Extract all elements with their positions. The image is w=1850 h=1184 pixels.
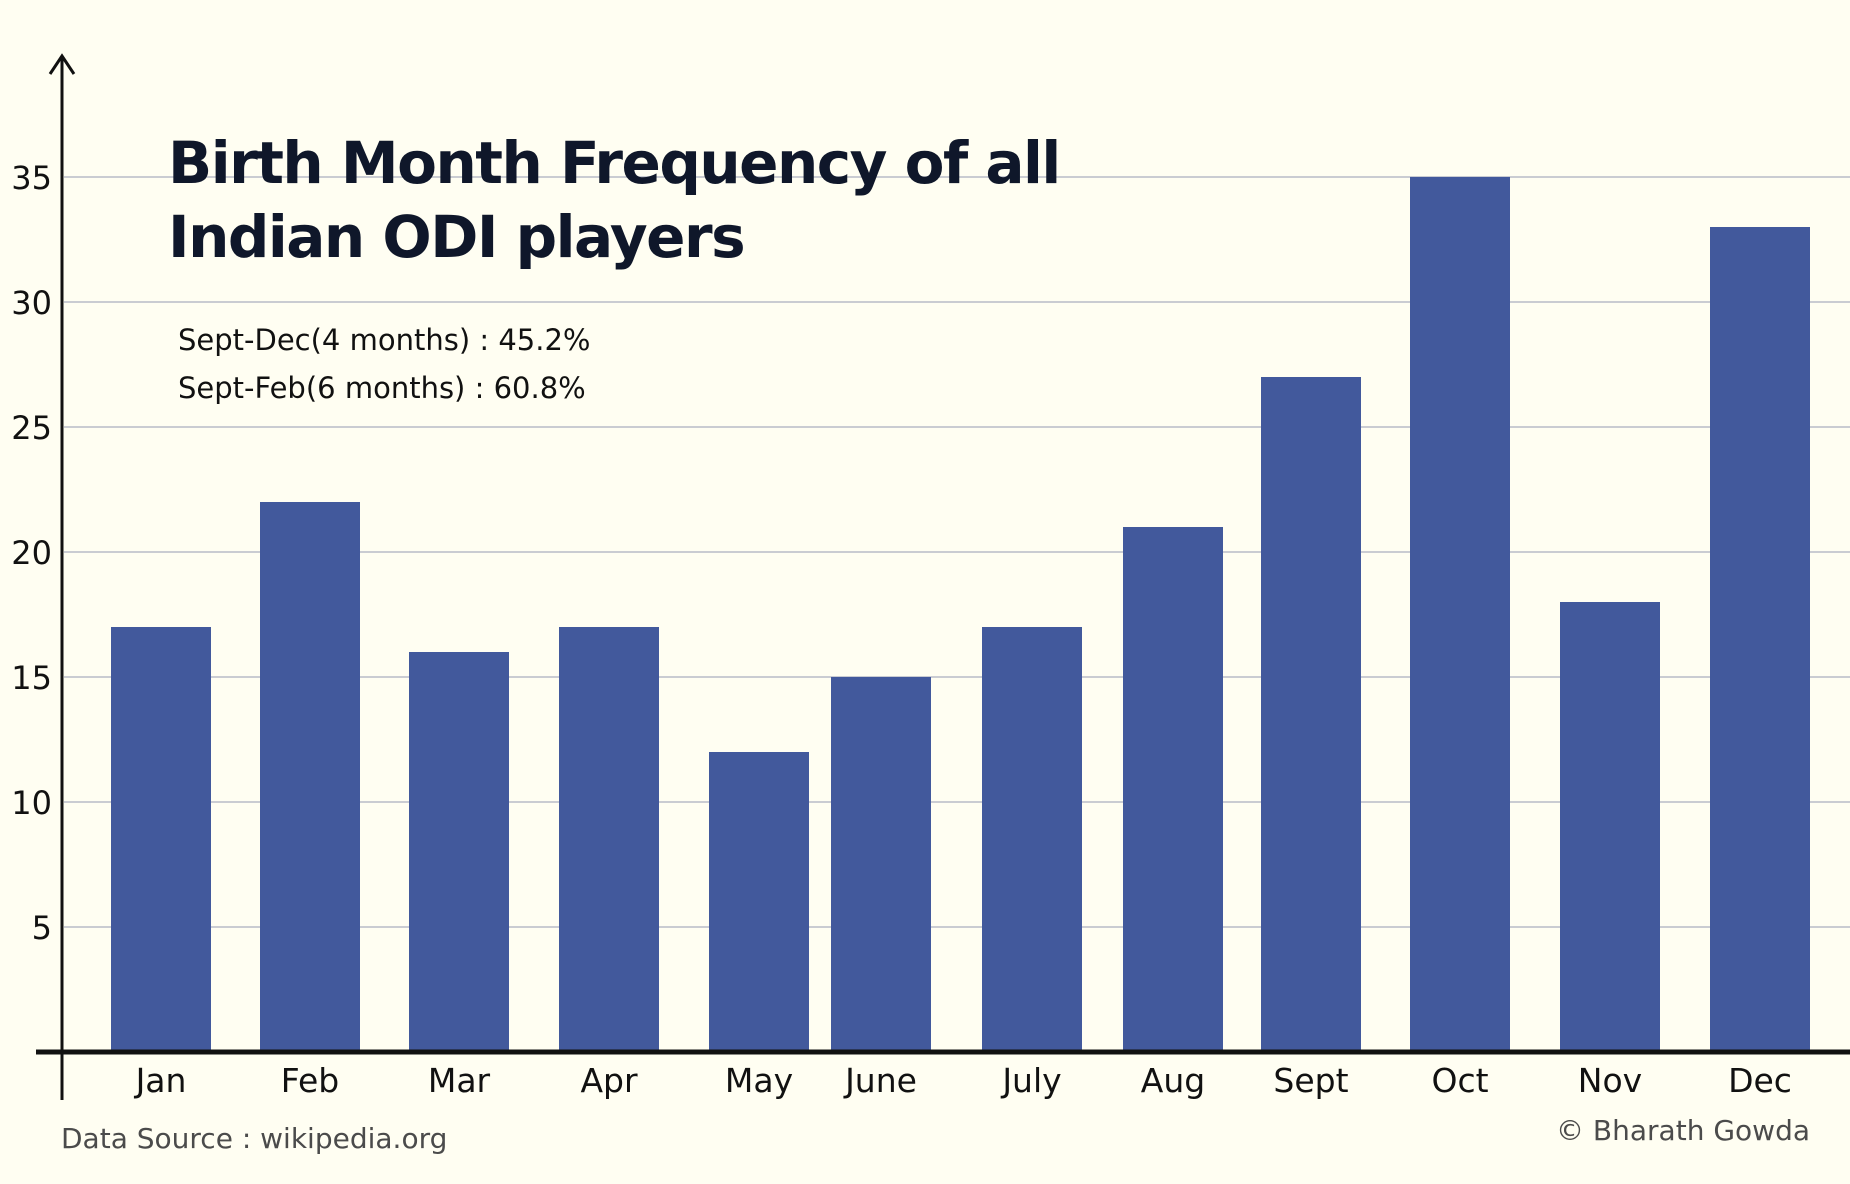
bar-may [709, 752, 809, 1052]
summary-notes: Sept-Dec(4 months) : 45.2% Sept-Feb(6 mo… [178, 316, 590, 412]
chart-title: Birth Month Frequency of all Indian ODI … [168, 129, 1061, 271]
bars [111, 177, 1810, 1052]
axes [36, 53, 1850, 1100]
y-axis-arrow-icon [48, 53, 76, 75]
x-tick-label: Dec [1728, 1061, 1792, 1100]
bar-june [831, 677, 931, 1052]
y-tick-label: 10 [11, 784, 52, 822]
bar-aug [1123, 527, 1223, 1052]
note-sept-feb: Sept-Feb(6 months) : 60.8% [178, 371, 586, 405]
bar-dec [1710, 227, 1810, 1052]
y-tick-label: 30 [11, 284, 52, 322]
bar-apr [559, 627, 659, 1052]
bar-july [982, 627, 1082, 1052]
note-sept-dec: Sept-Dec(4 months) : 45.2% [178, 323, 591, 357]
bar-jan [111, 627, 211, 1052]
x-tick-label: Apr [580, 1061, 638, 1100]
x-tick-label: Nov [1578, 1061, 1642, 1100]
y-tick-label: 35 [11, 159, 52, 197]
y-tick-label: 25 [11, 409, 52, 447]
x-tick-label: Aug [1141, 1061, 1205, 1100]
x-tick-label: Mar [428, 1061, 491, 1100]
y-tick-label: 15 [11, 659, 52, 697]
y-tick-label: 5 [32, 909, 52, 947]
bar-nov [1560, 602, 1660, 1052]
x-tick-label: Feb [281, 1061, 339, 1100]
data-source-label: Data Source : wikipedia.org [61, 1122, 448, 1155]
x-tick-label: June [843, 1061, 917, 1100]
x-tick-label: Jan [134, 1061, 187, 1100]
x-category-labels: Jan Feb Mar Apr May June July Aug Sept Oct Nov Dec [134, 1061, 1792, 1100]
bar-mar [409, 652, 509, 1052]
x-tick-label: Sept [1273, 1061, 1348, 1100]
gridlines [64, 176, 1850, 928]
x-tick-label: July [1000, 1061, 1061, 1100]
bar-oct [1410, 177, 1510, 1052]
y-tick-labels: 5 10 15 20 25 30 35 [11, 159, 52, 947]
y-tick-label: 20 [11, 534, 52, 572]
bar-feb [260, 502, 360, 1052]
x-tick-label: May [725, 1061, 793, 1100]
x-tick-label: Oct [1431, 1061, 1488, 1100]
credit-label: © Bharath Gowda [1556, 1114, 1810, 1147]
bar-sept [1261, 377, 1361, 1052]
